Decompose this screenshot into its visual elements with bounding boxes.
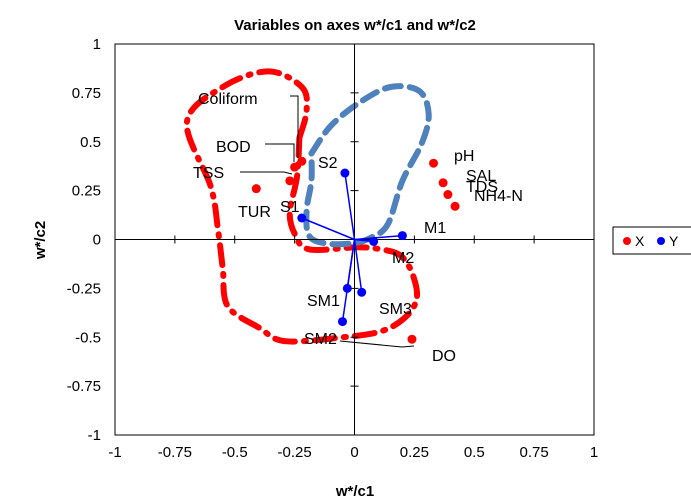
- y-tick-label: -0.75: [67, 378, 101, 395]
- vector-s1: [301, 217, 355, 241]
- x-axis-label: w*/c1: [335, 483, 374, 500]
- y-axis-label: w*/c2: [32, 221, 49, 260]
- y-tick-label: 0.5: [80, 134, 101, 151]
- point-label-ph: pH: [454, 148, 474, 165]
- point-label-tss: TSS: [193, 165, 224, 182]
- y-tick-label: 0.75: [72, 85, 101, 102]
- legend-marker-y: [657, 237, 665, 245]
- point-label-sm2: SM2: [304, 331, 337, 348]
- x-tick-label: -0.75: [158, 444, 192, 461]
- point-label-s1: S1: [280, 199, 300, 216]
- point-bod: [290, 162, 300, 172]
- point-sm1: [342, 283, 352, 293]
- y-tick-label: 1: [93, 36, 101, 53]
- point-m2: [369, 236, 379, 246]
- point-nh4-n: [450, 201, 460, 211]
- x-tick-label: 1: [590, 444, 598, 461]
- y-tick-label: -1: [88, 427, 101, 444]
- point-label-tds: TDS: [466, 179, 498, 196]
- region-outline-2: [303, 83, 432, 248]
- point-label-nh4-n: NH4-N: [474, 188, 523, 205]
- x-tick-label: 0.25: [400, 444, 429, 461]
- points: [251, 156, 460, 344]
- vector-sm3: [353, 239, 363, 293]
- vector-m1: [354, 234, 403, 241]
- x-tick-label: 0: [350, 444, 358, 461]
- vector-sm2: [341, 239, 356, 322]
- point-s1: [297, 213, 307, 223]
- chart-title: Variables on axes w*/c1 and w*/c2: [234, 17, 476, 34]
- point-do: [407, 334, 417, 344]
- leader-line-coliform: [290, 95, 299, 158]
- point-sm2: [338, 317, 348, 327]
- y-tick-label: 0.25: [72, 183, 101, 200]
- vector-s2: [344, 172, 356, 240]
- x-tick-label: 0.5: [464, 444, 485, 461]
- region-outline-1: [183, 68, 421, 345]
- point-tds: [443, 190, 453, 200]
- y-tick-label: -0.25: [67, 280, 101, 297]
- point-label-sal: SAL: [466, 168, 496, 185]
- point-label-do: DO: [432, 348, 456, 365]
- vectors: [301, 172, 403, 322]
- legend-label-y: Y: [669, 233, 679, 249]
- x-tick-label: -0.5: [222, 444, 248, 461]
- legend-label-x: X: [635, 233, 645, 249]
- x-tick-label: -1: [108, 444, 121, 461]
- point-label-bod: BOD: [216, 139, 251, 156]
- leader-line-bod: [265, 143, 295, 162]
- point-m1: [397, 231, 407, 241]
- point-tss: [285, 176, 295, 186]
- leader-line-sm2: [339, 340, 415, 348]
- leader-line-tss: [240, 171, 293, 175]
- point-ph: [429, 158, 439, 168]
- y-tick-label: -0.5: [75, 329, 101, 346]
- point-label-coliform: Coliform: [198, 91, 258, 108]
- point-label-m2: M2: [392, 250, 414, 267]
- point-label-s2: S2: [318, 155, 338, 172]
- point-label-tur: TUR: [238, 204, 271, 221]
- point-label-sm1: SM1: [307, 293, 340, 310]
- point-label-sm3: SM3: [379, 301, 412, 318]
- regions: [183, 68, 432, 345]
- y-tick-label: 0: [93, 232, 101, 249]
- x-tick-label: -0.25: [278, 444, 312, 461]
- point-sal: [438, 178, 448, 188]
- point-tur: [251, 184, 261, 194]
- point-label-m1: M1: [424, 220, 446, 237]
- tick-labels: -1 -0.75 -0.5 -0.25 0 0.25 0.5 0.75 1 -1 -0.75 -0.5…: [67, 36, 598, 461]
- legend-marker-x: [623, 237, 631, 245]
- point-sm3: [357, 287, 367, 297]
- point-s2: [340, 168, 350, 178]
- x-tick-label: 0.75: [520, 444, 549, 461]
- point-coliform: [297, 156, 307, 166]
